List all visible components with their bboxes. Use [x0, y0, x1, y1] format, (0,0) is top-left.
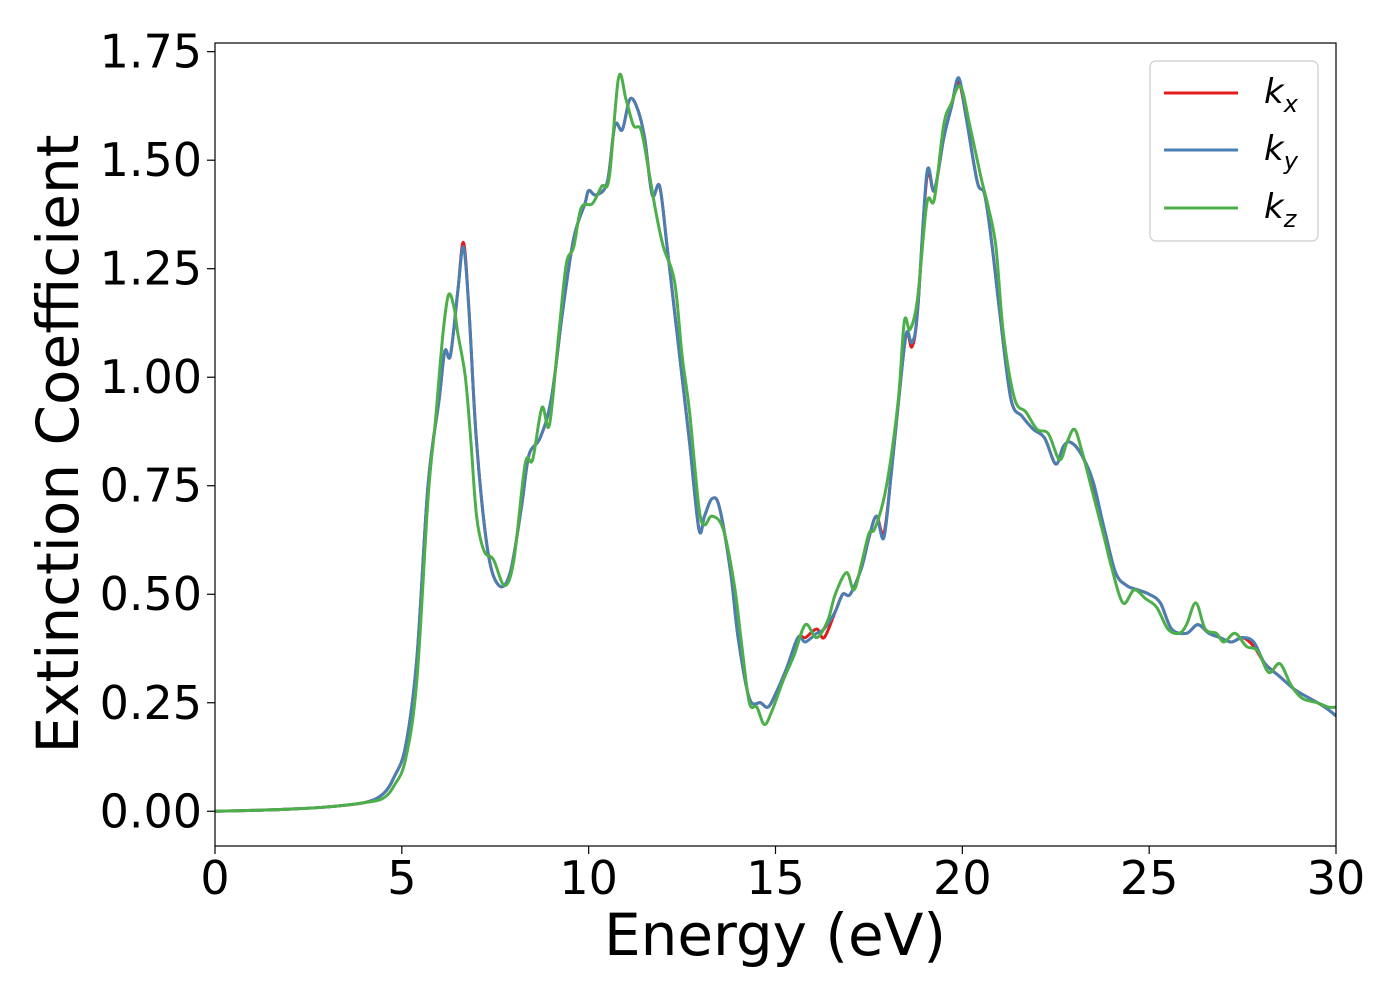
y-tick-label: 0.25	[100, 676, 202, 730]
plot-background	[215, 43, 1336, 846]
y-axis-title: Extinction Coefficient	[24, 135, 92, 754]
x-tick-label: 5	[387, 851, 416, 905]
legend-label-subscript: y	[1283, 147, 1299, 175]
legend-label-main: k	[1264, 187, 1285, 227]
y-tick-label: 0.75	[100, 459, 202, 513]
x-axis: 0 5 10 15 20 25 30	[200, 846, 1365, 905]
y-tick-label: 0.50	[100, 567, 202, 621]
y-tick-label: 1.75	[100, 25, 202, 79]
legend-label-kz: kz	[1264, 187, 1298, 233]
y-tick-label: 1.00	[100, 350, 202, 404]
y-tick-label: 0.00	[100, 784, 202, 838]
legend-label-main: k	[1264, 72, 1285, 112]
y-tick-label: 1.25	[100, 242, 202, 296]
series-layer	[215, 73, 1336, 813]
x-axis-title: Energy (eV)	[604, 901, 946, 969]
y-axis: 0.00 0.25 0.50 0.75 1.00 1.25 1.50 1.75	[100, 25, 215, 838]
x-tick-label: 20	[933, 851, 992, 905]
x-tick-label: 0	[200, 851, 229, 905]
legend-label-kx: kx	[1264, 72, 1299, 118]
x-tick-label: 25	[1120, 851, 1179, 905]
legend-label-ky: ky	[1264, 129, 1299, 175]
legend-label-subscript: z	[1283, 205, 1298, 233]
legend-label-subscript: x	[1283, 90, 1299, 118]
x-tick-label: 15	[746, 851, 805, 905]
x-tick-label: 10	[559, 851, 618, 905]
series-line-kz	[215, 73, 1336, 813]
series-line-ky	[215, 76, 1336, 813]
legend-label-main: k	[1264, 129, 1285, 169]
y-tick-label: 1.50	[100, 133, 202, 187]
x-tick-label: 30	[1307, 851, 1366, 905]
